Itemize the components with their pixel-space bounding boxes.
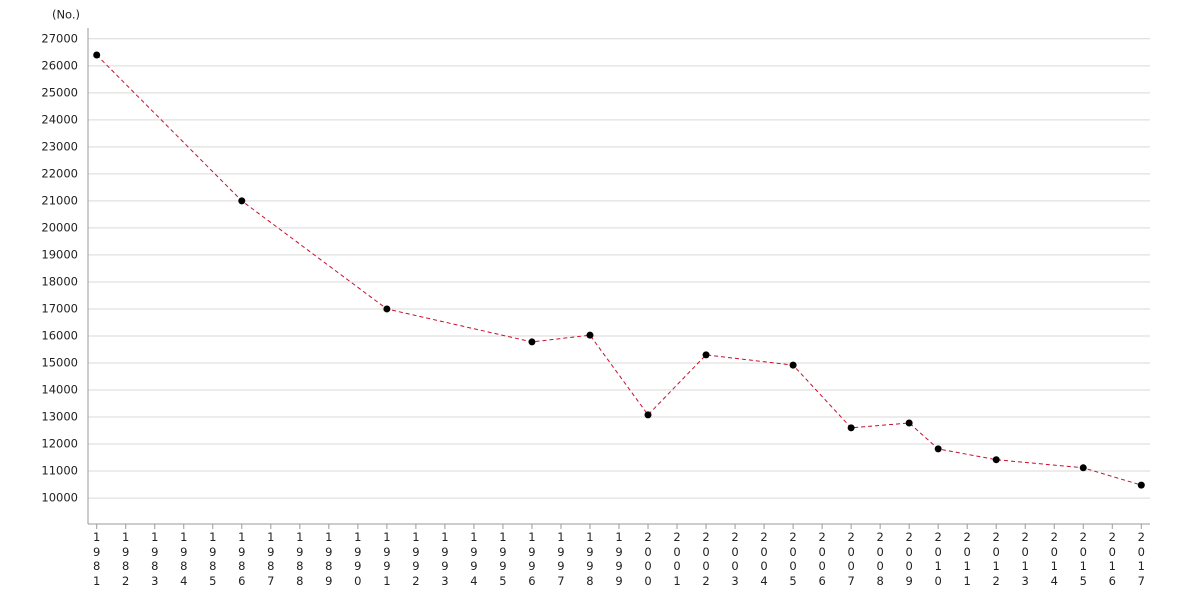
y-tick-label: 20000 — [41, 220, 78, 234]
x-tick-label: 1990 — [354, 530, 362, 588]
y-tick-label: 14000 — [41, 383, 78, 397]
data-point — [1079, 464, 1087, 472]
x-tick-label: 1981 — [93, 530, 101, 588]
y-tick-label: 18000 — [41, 274, 78, 288]
x-tick-label: 2016 — [1108, 530, 1116, 588]
data-point — [789, 361, 797, 369]
x-tick-label: 2000 — [644, 530, 652, 588]
x-tick-label: 2017 — [1137, 530, 1145, 588]
x-tick-label: 2007 — [847, 530, 855, 588]
y-tick-label: 26000 — [41, 58, 78, 72]
x-tick-label: 2008 — [876, 530, 884, 588]
data-point — [1137, 481, 1145, 489]
x-tick-label: 2014 — [1050, 530, 1058, 588]
x-tick-label: 1988 — [296, 530, 304, 588]
y-axis-label: (No.) — [52, 8, 80, 22]
x-tick-label: 1992 — [412, 530, 420, 588]
x-tick-label: 1983 — [151, 530, 159, 588]
x-tick-label: 2003 — [731, 530, 739, 588]
x-tick-label: 1984 — [180, 530, 188, 588]
y-tick-label: 16000 — [41, 328, 78, 342]
data-point — [934, 445, 942, 453]
x-tick-label: 1989 — [325, 530, 333, 588]
data-point — [905, 419, 913, 427]
x-tick-label: 1985 — [209, 530, 217, 588]
data-point — [383, 305, 391, 313]
x-tick-label: 2013 — [1021, 530, 1029, 588]
y-tick-label: 10000 — [41, 491, 78, 505]
series-line — [96, 54, 1142, 486]
data-point — [238, 197, 246, 205]
y-tick-label: 12000 — [41, 437, 78, 451]
x-tick-label: 2004 — [760, 530, 768, 588]
x-tick-label: 2010 — [934, 530, 942, 588]
y-tick-label: 21000 — [41, 193, 78, 207]
data-point — [528, 338, 536, 346]
x-tick-label: 1993 — [441, 530, 449, 588]
x-tick-label: 2005 — [789, 530, 797, 588]
x-tick-label: 2015 — [1079, 530, 1087, 588]
x-tick-label: 2002 — [702, 530, 710, 588]
y-tick-label: 13000 — [41, 410, 78, 424]
y-tick-label: 24000 — [41, 112, 78, 126]
data-point — [702, 351, 710, 359]
x-tick-label: 1997 — [557, 530, 565, 588]
y-tick-label: 25000 — [41, 85, 78, 99]
x-tick-label: 1999 — [615, 530, 623, 588]
x-tick-label: 1986 — [238, 530, 246, 588]
y-tick-label: 19000 — [41, 247, 78, 261]
x-tick-label: 1987 — [267, 530, 275, 588]
data-point — [93, 51, 101, 59]
y-tick-label: 17000 — [41, 301, 78, 315]
data-point — [586, 331, 594, 339]
y-tick-label: 15000 — [41, 355, 78, 369]
y-tick-label: 22000 — [41, 166, 78, 180]
x-tick-label: 1994 — [470, 530, 478, 588]
x-tick-label: 2001 — [673, 530, 681, 588]
x-tick-label: 2006 — [818, 530, 826, 588]
x-tick-label: 2009 — [905, 530, 913, 588]
x-tick-label: 2011 — [963, 530, 971, 588]
x-tick-label: 1995 — [499, 530, 507, 588]
x-tick-label: 1982 — [122, 530, 130, 588]
x-tick-label: 1996 — [528, 530, 536, 588]
x-tick-label: 2012 — [992, 530, 1000, 588]
y-tick-label: 23000 — [41, 139, 78, 153]
y-tick-label: 11000 — [41, 464, 78, 478]
x-tick-label: 1998 — [586, 530, 594, 588]
data-point — [644, 411, 652, 419]
data-point — [992, 456, 1000, 464]
data-point — [847, 424, 855, 432]
x-tick-label: 1991 — [383, 530, 391, 588]
y-tick-label: 27000 — [41, 31, 78, 45]
